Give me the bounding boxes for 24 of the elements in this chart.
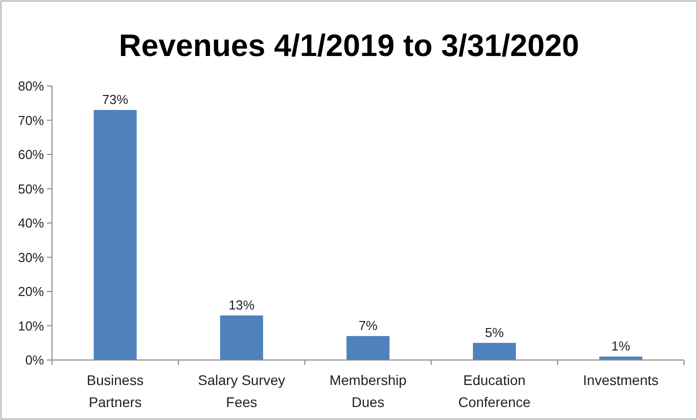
bar <box>94 110 137 360</box>
data-label: 73% <box>102 92 129 107</box>
y-tick-label: 20% <box>18 284 44 300</box>
y-tick-label: 30% <box>18 250 44 265</box>
y-tick-label: 40% <box>18 216 44 231</box>
x-tick-label: Membership Dues <box>329 372 407 410</box>
y-tick-label: 70% <box>18 112 44 128</box>
x-tick-label: Business Partners <box>86 372 144 410</box>
x-tick-label: Salary Survey Fees <box>198 372 286 410</box>
bar <box>472 342 516 360</box>
chart-title: Revenues 4/1/2019 to 3/31/2020 <box>118 28 580 63</box>
y-tick-label: 50% <box>18 181 44 196</box>
x-tick-label: Investments <box>583 372 659 388</box>
data-label: 5% <box>485 324 504 340</box>
x-tick-label: Education Conference <box>458 372 531 410</box>
y-tick-label: 10% <box>18 318 44 334</box>
y-tick-label: 80% <box>18 78 44 94</box>
y-tick-label: 0% <box>25 352 44 368</box>
bar <box>346 336 390 360</box>
data-label: 1% <box>611 338 631 354</box>
data-label: 7% <box>358 318 378 334</box>
y-tick-label: 60% <box>18 147 44 162</box>
bar <box>220 315 264 360</box>
data-label: 13% <box>228 297 256 312</box>
